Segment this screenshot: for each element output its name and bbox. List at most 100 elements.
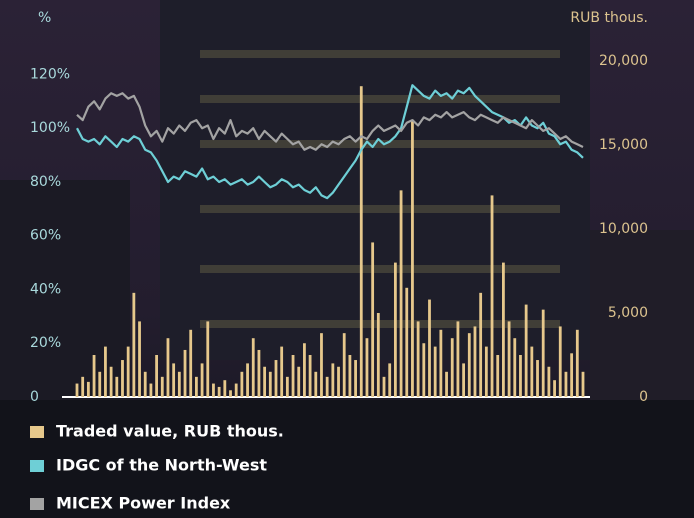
bar (541, 309, 545, 397)
bar (450, 338, 454, 397)
bar (291, 355, 295, 397)
bar (445, 371, 448, 397)
bar (177, 371, 181, 397)
y-tick-label: 20% (30, 335, 61, 351)
bar (138, 321, 141, 397)
bar (297, 366, 301, 397)
bar (75, 383, 79, 397)
bar (251, 338, 255, 397)
bar (189, 329, 193, 397)
y2-axis-label: RUB thous. (570, 10, 648, 26)
bar (109, 366, 113, 397)
y2-tick-label: 10,000 (599, 221, 648, 237)
legend-label: Traded value, RUB thous. (56, 422, 284, 441)
bar (371, 242, 375, 397)
bar (132, 292, 136, 397)
bar (280, 346, 284, 397)
legend-label: MICEX Power Index (56, 494, 231, 513)
y-tick-label: 100% (30, 120, 70, 136)
y2-tick-label: 15,000 (599, 137, 648, 153)
legend-swatch (30, 426, 44, 438)
bar (263, 366, 267, 397)
bar (484, 346, 488, 397)
bar (149, 383, 153, 397)
bar (200, 363, 204, 397)
bar (354, 360, 357, 397)
bar (490, 195, 494, 397)
bar (365, 338, 369, 397)
bar (98, 371, 102, 397)
bar (314, 371, 318, 397)
bar (479, 292, 483, 397)
bar (320, 333, 323, 397)
bar (536, 360, 539, 397)
bar (359, 86, 363, 397)
bar (155, 355, 158, 397)
bar (342, 333, 346, 397)
bar (507, 321, 511, 397)
bar (553, 380, 556, 397)
bar (160, 376, 164, 397)
bar (183, 349, 187, 397)
bar (240, 371, 244, 397)
bar (502, 262, 505, 397)
bar (268, 371, 272, 397)
bar (524, 304, 528, 397)
bar (194, 376, 198, 397)
y2-tick-label: 0 (639, 389, 648, 405)
bar (433, 346, 437, 397)
bar (564, 371, 568, 397)
bar (428, 299, 431, 397)
line (76, 92, 584, 151)
bar (382, 376, 386, 397)
bar (81, 376, 85, 397)
bar (393, 262, 397, 397)
bar (86, 381, 90, 397)
y-tick-label: 40% (30, 281, 61, 297)
bar (439, 329, 443, 397)
y-axis-label: % (38, 10, 51, 26)
bar (206, 321, 210, 397)
bar (337, 366, 340, 397)
bar (212, 383, 215, 397)
bar (411, 119, 414, 398)
y-tick-label: 120% (30, 66, 70, 82)
y-tick-label: 60% (30, 228, 61, 244)
bar (388, 363, 392, 397)
y-tick-label: 80% (30, 174, 61, 190)
bar (399, 190, 403, 397)
bar (405, 287, 409, 397)
bar (513, 338, 517, 397)
bar (519, 355, 522, 397)
bar (348, 355, 352, 397)
bar (331, 363, 335, 397)
bar (121, 360, 124, 397)
y-tick-label: 0 (30, 389, 39, 405)
bar (456, 321, 460, 397)
bar (416, 321, 420, 397)
bar (558, 326, 562, 397)
bar (496, 355, 500, 397)
bar (473, 326, 477, 397)
bar (530, 346, 534, 397)
bar (325, 376, 329, 397)
bar (303, 343, 306, 397)
bar (115, 376, 119, 397)
y2-tick-label: 20,000 (599, 53, 648, 69)
bar (285, 376, 289, 397)
bar (246, 363, 249, 397)
legend-swatch (30, 498, 44, 510)
bar (575, 329, 579, 397)
bar (274, 360, 278, 397)
bar (547, 366, 551, 397)
bar (143, 371, 147, 397)
bar (570, 353, 574, 397)
bar (223, 380, 227, 397)
bar (234, 383, 238, 397)
y2-tick-label: 5,000 (608, 305, 648, 321)
bar (257, 349, 261, 397)
bar (166, 338, 170, 397)
legend-label: IDGC of the North-West (56, 456, 267, 475)
